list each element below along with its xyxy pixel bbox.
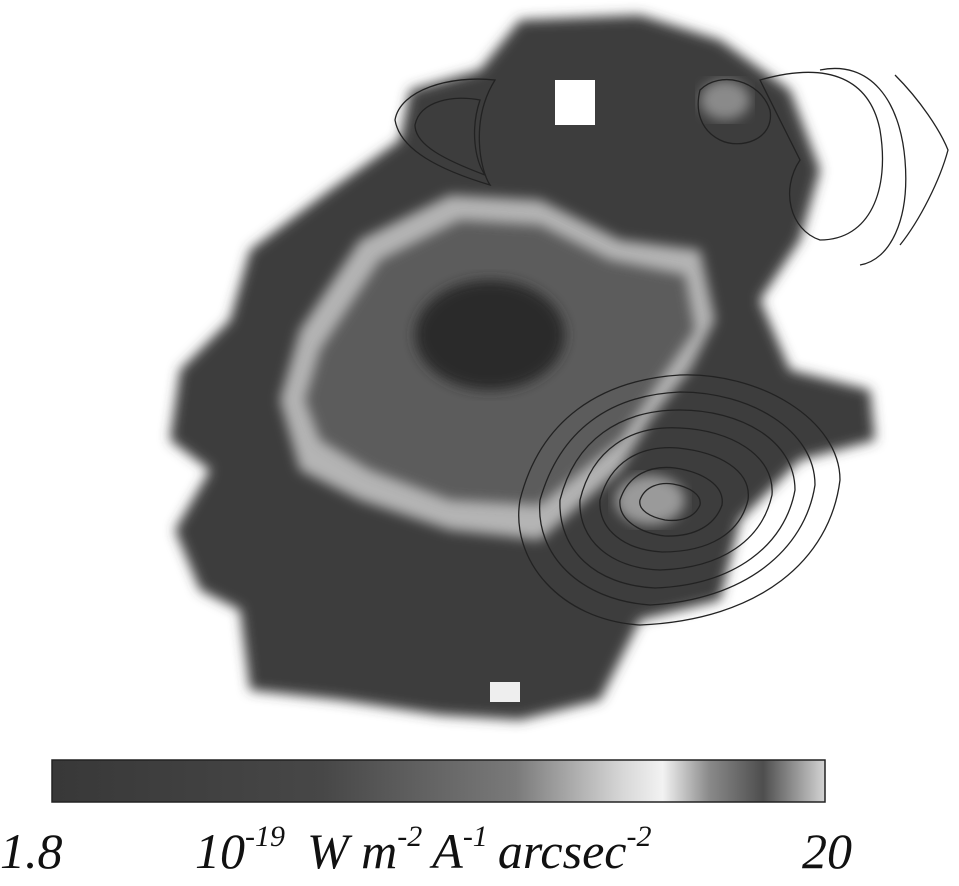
intensity-map: [170, 15, 875, 720]
unit-exponent: -19: [245, 820, 285, 853]
colorbar-max-label: 20: [802, 823, 852, 879]
colorbar-min-label: 1.8: [0, 823, 63, 879]
unit-part: arcsec: [498, 823, 627, 879]
unit-part: 10: [195, 823, 245, 879]
unit-part: A: [429, 823, 463, 879]
unit-exponent: -2: [626, 820, 651, 853]
unit-exponent: -2: [397, 820, 422, 853]
unit-exponent: -1: [463, 820, 488, 853]
colorbar-unit: 10-19 W m-2 A-1 arcsec-2: [195, 820, 651, 879]
colorbar: [51, 759, 826, 803]
contours: [394, 67, 949, 626]
unit-part: W m: [307, 823, 397, 879]
